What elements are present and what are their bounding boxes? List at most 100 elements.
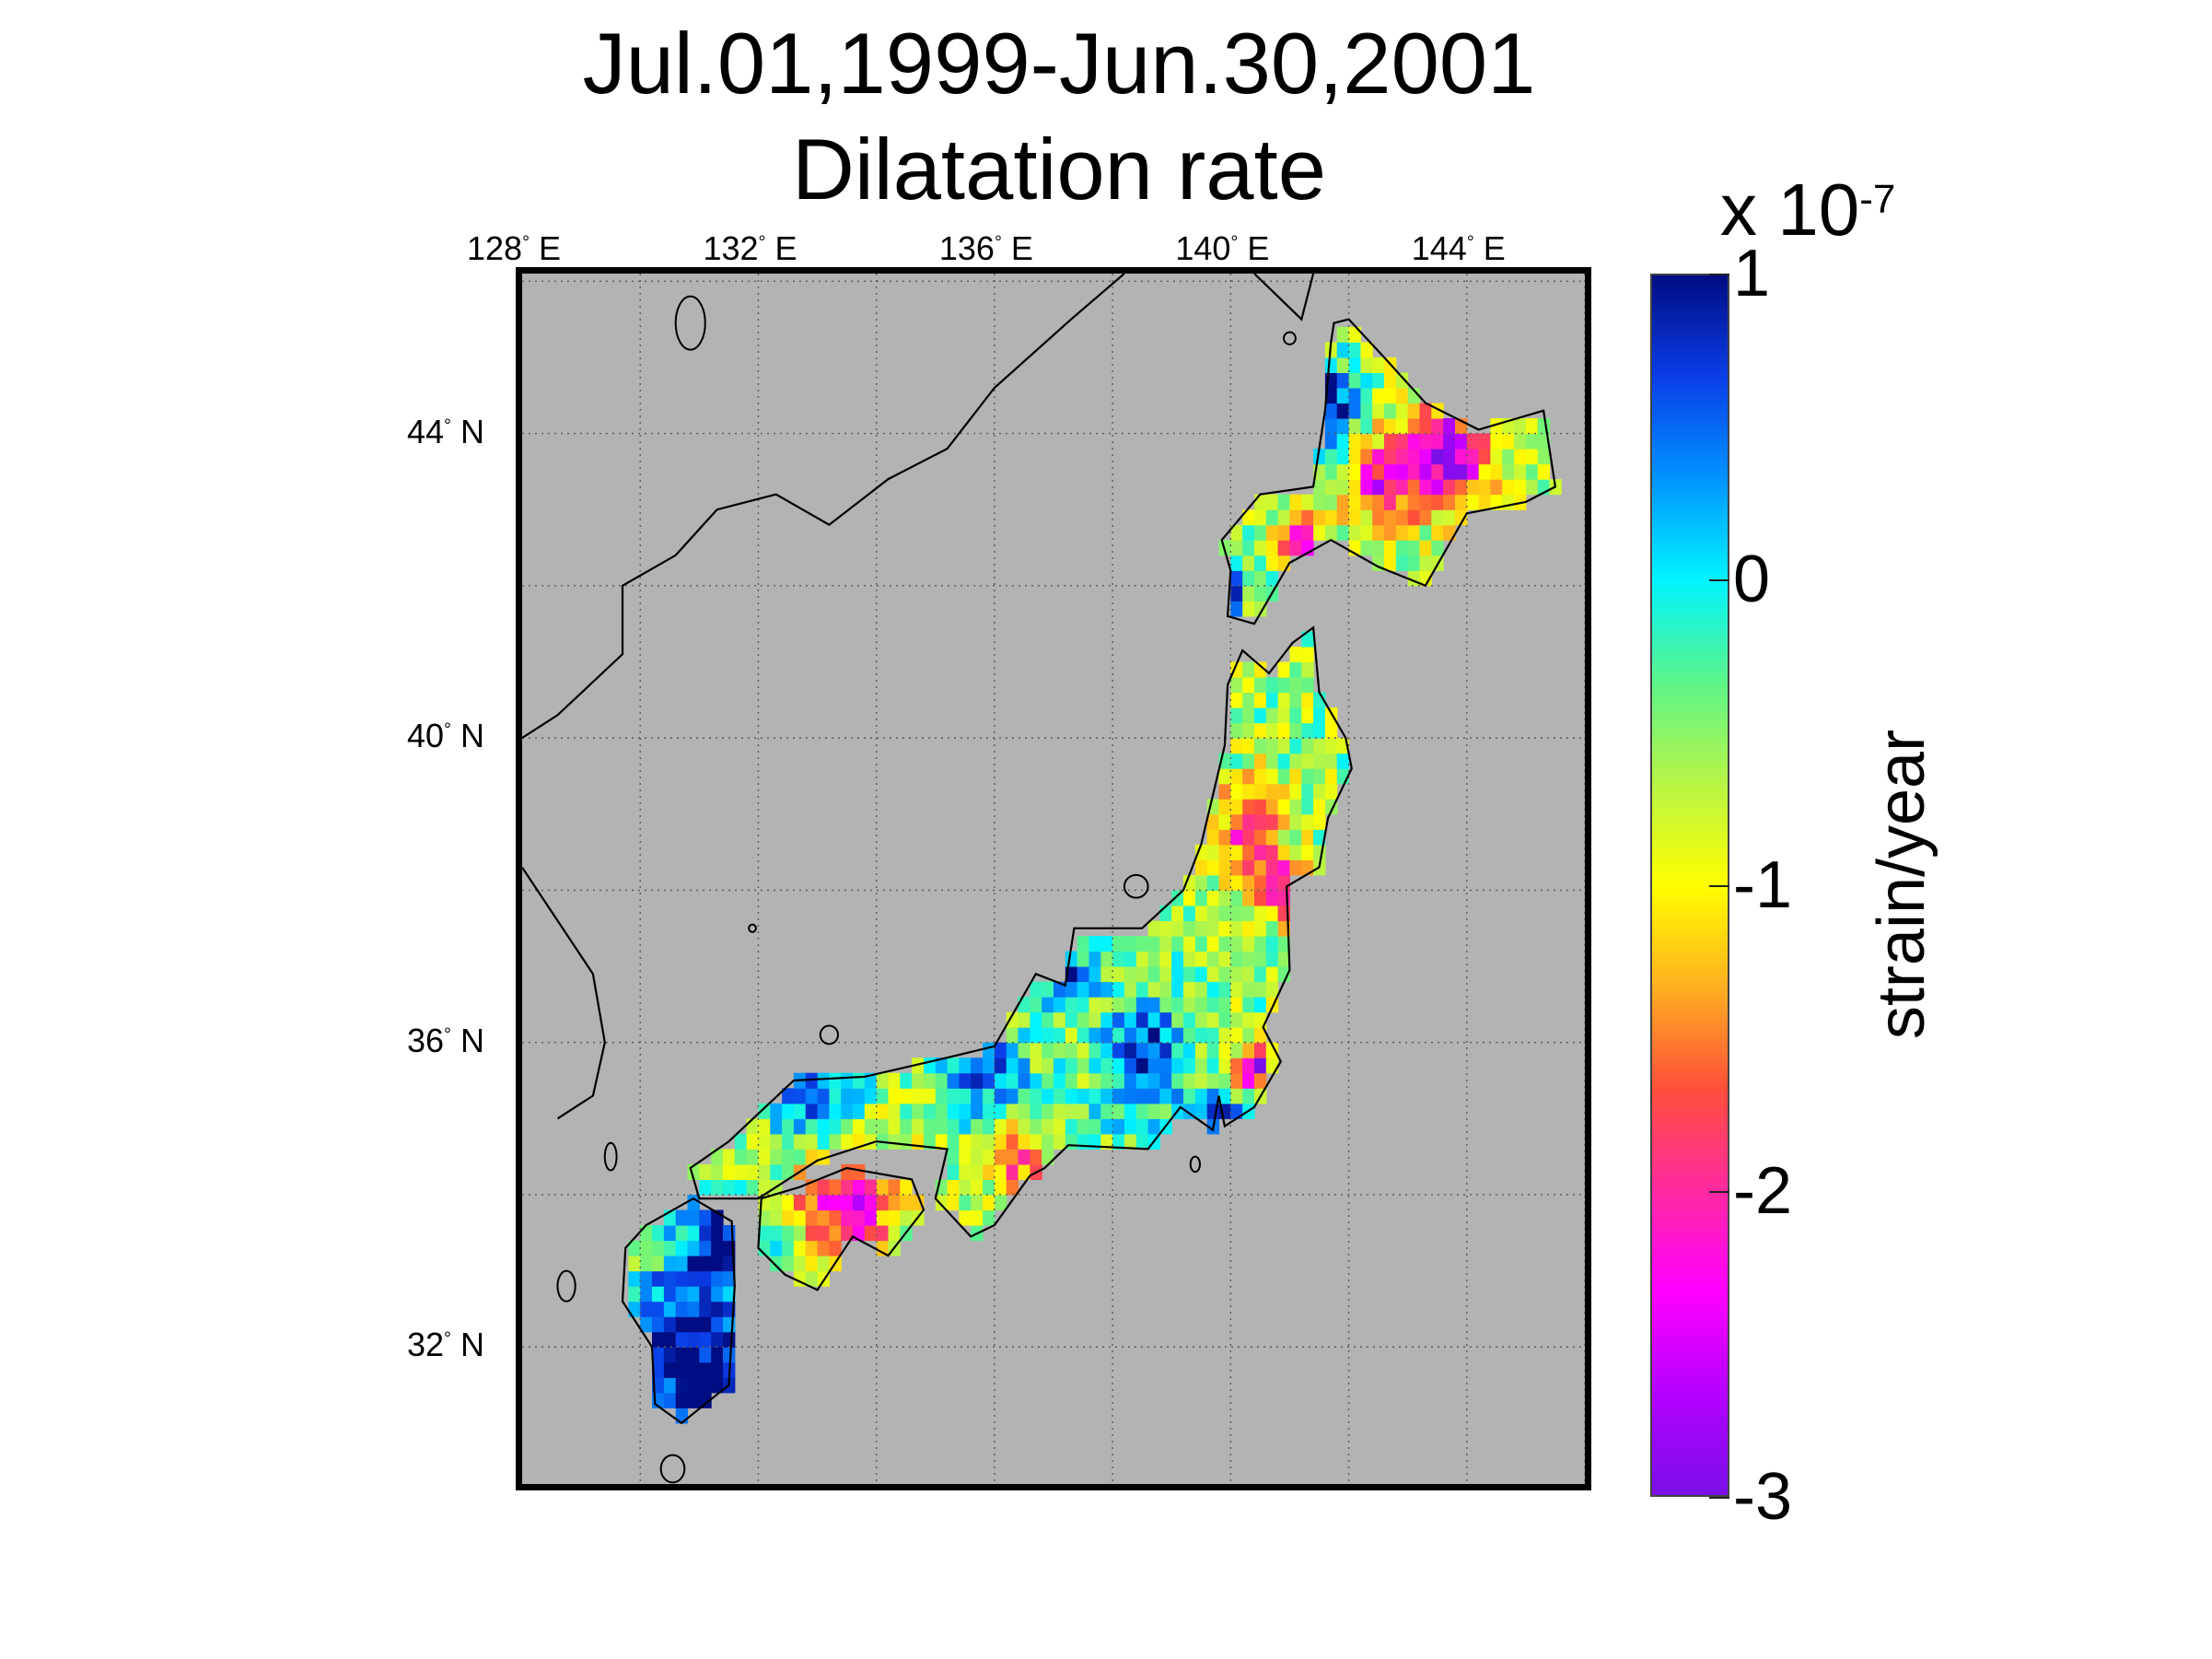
strain-cell — [1135, 1103, 1149, 1119]
strain-cell — [1289, 738, 1302, 754]
strain-cell — [1123, 1133, 1137, 1150]
strain-cell — [1077, 1103, 1089, 1119]
strain-cell — [1407, 433, 1421, 450]
strain-cell — [1183, 905, 1196, 921]
strain-cell — [1254, 738, 1267, 754]
island-coastline — [621, 1197, 736, 1425]
strain-cell — [1478, 479, 1491, 496]
strain-cell — [1054, 1088, 1066, 1104]
strain-cell — [1384, 509, 1397, 526]
strain-cell — [652, 1270, 665, 1287]
strain-cell — [1171, 1057, 1184, 1074]
strain-cell — [1042, 1011, 1054, 1028]
strain-cell — [675, 1347, 689, 1363]
strain-cell — [1395, 524, 1409, 541]
strain-cell — [1242, 738, 1255, 754]
strain-cell — [663, 1301, 677, 1317]
strain-cell — [1218, 874, 1231, 891]
strain-cell — [1277, 768, 1290, 785]
strain-cell — [1277, 829, 1290, 846]
strain-cell — [1289, 707, 1302, 724]
strain-cell — [1277, 966, 1290, 983]
strain-cell — [1242, 1072, 1255, 1089]
strain-cell — [1112, 1057, 1125, 1074]
strain-cell — [782, 1209, 795, 1226]
lon-tick-label: 140° E — [1175, 229, 1270, 267]
strain-cell — [770, 1103, 783, 1119]
strain-cell — [829, 1209, 842, 1226]
strain-cell — [1324, 388, 1338, 404]
strain-cell — [864, 1225, 878, 1242]
strain-cell — [1384, 433, 1397, 450]
strain-cell — [971, 1057, 984, 1074]
strain-cell — [1384, 463, 1397, 480]
strain-cell — [1171, 890, 1184, 906]
strain-cell — [1301, 646, 1314, 662]
strain-cell — [1265, 692, 1279, 708]
strain-cell — [1419, 433, 1432, 450]
strain-cell — [983, 1118, 995, 1135]
strain-cell — [1277, 783, 1290, 800]
strain-cell — [1206, 951, 1220, 967]
strain-cell — [1194, 997, 1208, 1013]
strain-cell — [1348, 418, 1361, 435]
strain-cell — [1194, 936, 1208, 952]
strain-cell — [1289, 844, 1302, 860]
strain-cell — [1254, 1072, 1267, 1089]
strain-cell — [628, 1240, 641, 1256]
strain-cell — [793, 1103, 807, 1119]
strain-cell — [675, 1377, 689, 1394]
strain-cell — [935, 1118, 949, 1135]
strain-cell — [1525, 449, 1539, 465]
strain-cell — [699, 1331, 712, 1348]
strain-cell — [1218, 783, 1231, 800]
strain-cell — [1123, 966, 1137, 983]
strain-cell — [1077, 1042, 1089, 1058]
strain-cell — [841, 1179, 854, 1196]
strain-cell — [1230, 738, 1243, 754]
strain-cell — [1112, 1118, 1125, 1135]
strain-cell — [888, 1133, 901, 1150]
strain-cell — [711, 1361, 724, 1378]
strain-cell — [829, 1240, 842, 1256]
strain-cell — [699, 1225, 712, 1242]
strain-cell — [1419, 570, 1432, 587]
strain-cell — [1277, 692, 1290, 708]
strain-cell — [900, 1118, 913, 1135]
strain-cell — [1360, 540, 1373, 556]
strain-cell — [663, 1225, 677, 1242]
strain-cell — [1065, 1103, 1078, 1119]
strain-cell — [1466, 463, 1480, 480]
strain-cell — [1135, 966, 1149, 983]
strain-cell — [770, 1225, 783, 1242]
strain-cell — [1042, 1103, 1054, 1119]
strain-cell — [723, 1347, 736, 1363]
strain-cell — [1054, 1011, 1066, 1028]
strain-cell — [675, 1316, 689, 1333]
strain-cell — [1065, 1088, 1078, 1104]
strain-cell — [758, 1179, 771, 1196]
strain-cell — [1218, 997, 1231, 1013]
strain-cell — [734, 1133, 748, 1150]
strain-cell — [1242, 1011, 1255, 1028]
strain-cell — [805, 1225, 819, 1242]
strain-cell — [1431, 509, 1444, 526]
strain-cell — [1407, 403, 1421, 419]
strain-cell — [1230, 768, 1243, 785]
strain-cell — [983, 1133, 995, 1150]
strain-cell — [711, 1301, 724, 1317]
strain-cell — [876, 1225, 890, 1242]
strain-cell — [711, 1179, 724, 1196]
strain-cell — [959, 1149, 972, 1165]
strain-cell — [746, 1163, 759, 1180]
strain-cell — [1265, 555, 1279, 571]
strain-cell — [1443, 433, 1456, 450]
strain-cell — [1065, 981, 1078, 998]
strain-cell — [888, 1088, 901, 1104]
strain-cell — [1230, 997, 1243, 1013]
strain-cell — [1242, 813, 1255, 830]
strain-cell — [1431, 479, 1444, 496]
strain-cell — [1135, 1057, 1149, 1074]
strain-cell — [1242, 601, 1255, 617]
strain-cell — [1006, 1133, 1019, 1150]
